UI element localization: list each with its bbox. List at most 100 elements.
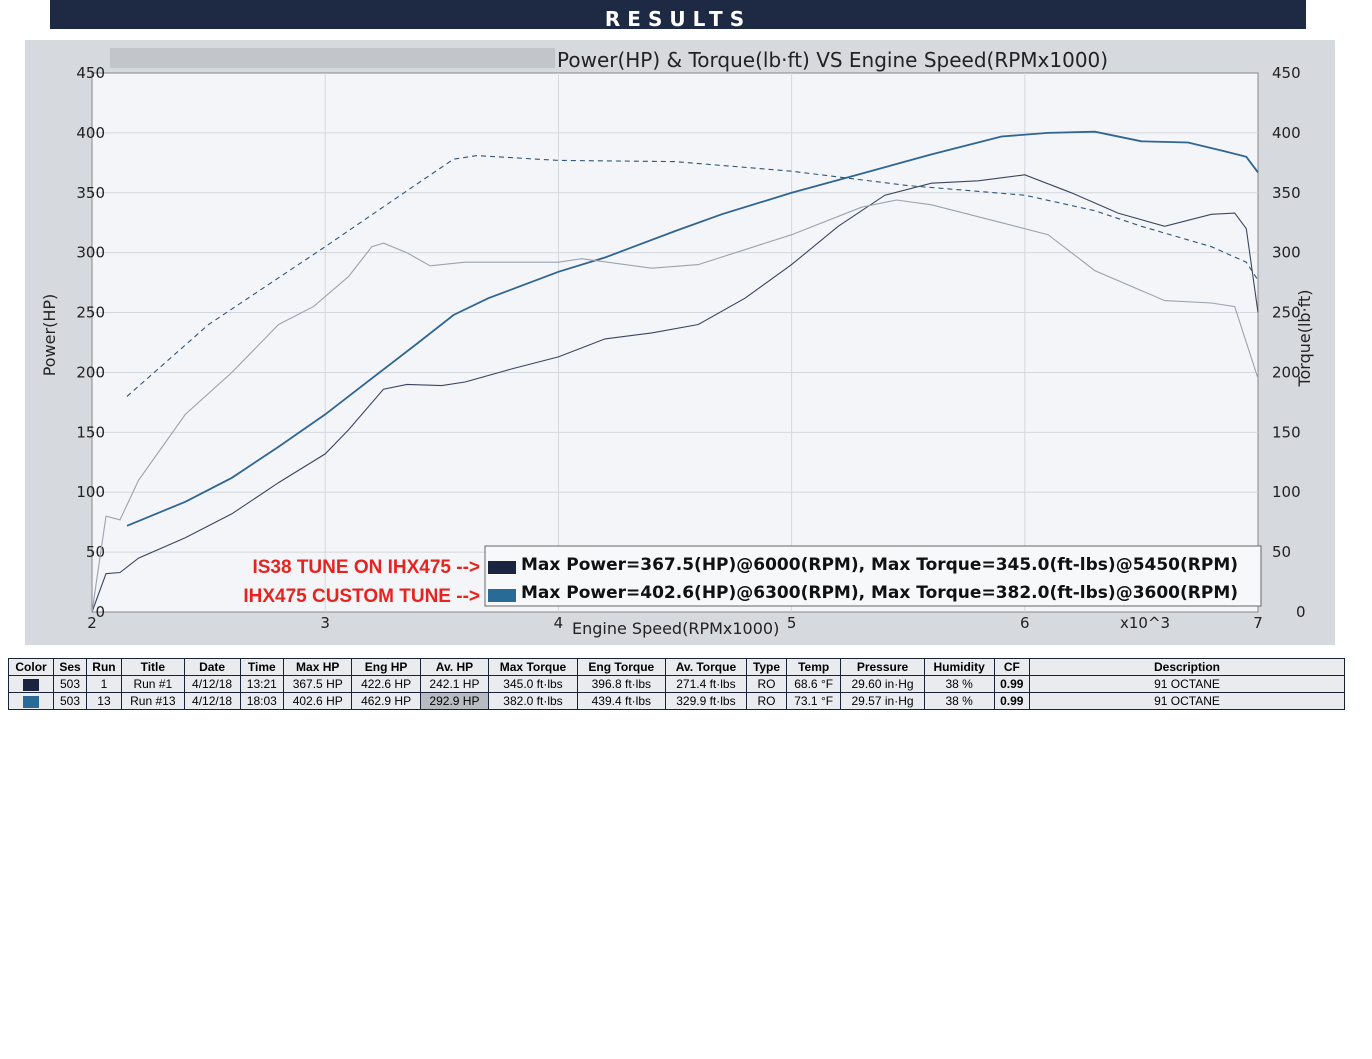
y-tick-label-right: 50	[1272, 543, 1291, 561]
color-cell	[7, 692, 55, 710]
table-cell: 38 %	[923, 692, 995, 710]
column-header: Run	[85, 658, 123, 676]
table-cell: Run #1	[121, 675, 185, 693]
y-axis-label-right: Torque(lb·ft)	[1295, 289, 1314, 387]
column-header: Humidity	[923, 658, 995, 676]
column-header: Pressure	[840, 658, 925, 676]
table-cell: 38 %	[923, 675, 995, 693]
column-header: Color	[7, 658, 55, 676]
table-row: 503 1 Run #1 4/12/18 13:21 367.5 HP 422.6 HP 24…	[7, 675, 1345, 693]
series-line-run1-power	[91, 174, 1259, 613]
series-line-run13-power	[126, 130, 1259, 527]
column-header: Type	[746, 658, 787, 676]
table-cell: 4/12/18	[183, 692, 241, 710]
color-cell	[7, 675, 55, 693]
table-cell: 396.8 ft·lbs	[576, 675, 666, 693]
table-cell: 422.6 HP	[351, 675, 421, 693]
x-tick-label: 7	[1253, 614, 1263, 632]
legend-swatch-run13	[488, 589, 516, 602]
table-cell: 0.99	[993, 675, 1031, 693]
y-tick-label-right: 300	[1272, 244, 1301, 262]
x-tick-label: 2	[87, 614, 97, 632]
table-row: 503 13 Run #13 4/12/18 18:03 402.6 HP 462.9 HP…	[7, 692, 1345, 710]
y-tick-label-right: 150	[1272, 423, 1301, 441]
x-tick-label: 3	[320, 614, 330, 632]
column-header: Ses	[53, 658, 87, 676]
column-header: Title	[121, 658, 185, 676]
results-table: Color Ses Run Title Date Time Max HP Eng HP Av. …	[7, 658, 1345, 710]
table-cell: 292.9 HP	[419, 692, 490, 710]
table-cell: 402.6 HP	[283, 692, 353, 710]
results-header: RESULTS	[50, 0, 1306, 31]
table-cell: 503	[53, 675, 87, 693]
y-tick-label-right: 250	[1272, 304, 1301, 322]
color-swatch	[23, 678, 40, 691]
column-header: Temp	[785, 658, 842, 676]
column-header: Time	[239, 658, 285, 676]
x-axis-label: Engine Speed(RPMx1000)	[572, 619, 779, 638]
table-cell: 13:21	[239, 675, 285, 693]
table-cell: 271.4 ft·lbs	[664, 675, 748, 693]
table-cell: 68.6 °F	[785, 675, 842, 693]
table-cell: 367.5 HP	[283, 675, 353, 693]
legend-text-run1: Max Power=367.5(HP)@6000(RPM), Max Torqu…	[521, 555, 1238, 575]
series-line-run13-torque	[126, 155, 1259, 397]
table-cell: 439.4 ft·lbs	[576, 692, 666, 710]
table-cell: 345.0 ft·lbs	[488, 675, 578, 693]
x-tick-label: 6	[1020, 614, 1030, 632]
y-tick-label-right: 100	[1272, 483, 1301, 501]
y-tick-label-right: 0	[1296, 603, 1306, 621]
legend-box	[484, 545, 1262, 607]
column-header: Max HP	[283, 658, 353, 676]
y-tick-label-left: 450	[76, 64, 105, 82]
y-tick-label-left: 100	[76, 483, 105, 501]
color-swatch	[23, 695, 40, 708]
y-tick-label-left: 350	[76, 184, 105, 202]
table-cell: 462.9 HP	[351, 692, 421, 710]
table-cell: 18:03	[239, 692, 285, 710]
y-axis-label-left: Power(HP)	[40, 294, 59, 377]
column-header: Av. Torque	[664, 658, 748, 676]
table-cell: 503	[53, 692, 87, 710]
table-cell: 91 OCTANE	[1029, 692, 1345, 710]
y-tick-label-right: 400	[1272, 124, 1301, 142]
y-tick-label-left: 150	[76, 423, 105, 441]
x-tick-label: 5	[787, 614, 797, 632]
dyno-chart: Power(HP) & Torque(lb·ft) VS Engine Spee…	[25, 40, 1335, 645]
y-tick-label-right: 350	[1272, 184, 1301, 202]
x-multiplier-label: x10^3	[1120, 614, 1170, 632]
table-cell: 1	[85, 675, 123, 693]
legend-text-run13: Max Power=402.6(HP)@6300(RPM), Max Torqu…	[521, 583, 1238, 603]
y-tick-label-right: 450	[1272, 64, 1301, 82]
annotation-custom: IHX475 CUSTOM TUNE -->	[243, 586, 480, 607]
column-header: Description	[1029, 658, 1345, 676]
table-cell: RO	[746, 675, 787, 693]
annotation-is38: IS38 TUNE ON IHX475 -->	[252, 557, 480, 578]
column-header: Eng Torque	[576, 658, 666, 676]
y-tick-label-left: 0	[95, 603, 105, 621]
column-header: Date	[183, 658, 241, 676]
y-tick-label-left: 200	[76, 363, 105, 381]
table-cell: 4/12/18	[183, 675, 241, 693]
x-tick-label: 4	[554, 614, 564, 632]
column-header: Eng HP	[351, 658, 421, 676]
table-cell: 29.60 in·Hg	[840, 675, 925, 693]
table-cell: 329.9 ft·lbs	[664, 692, 748, 710]
chart-title: Power(HP) & Torque(lb·ft) VS Engine Spee…	[557, 48, 1108, 72]
redacted-title-area	[110, 48, 555, 68]
table-cell: RO	[746, 692, 787, 710]
y-tick-label-left: 250	[76, 304, 105, 322]
table-cell: Run #13	[121, 692, 185, 710]
y-tick-label-right: 200	[1272, 363, 1301, 381]
series-line-run1-torque	[91, 199, 1259, 613]
plot-area	[91, 72, 1259, 613]
column-header: Av. HP	[419, 658, 490, 676]
y-tick-label-left: 300	[76, 244, 105, 262]
table-cell: 382.0 ft·lbs	[488, 692, 578, 710]
table-cell: 73.1 °F	[785, 692, 842, 710]
table-cell: 29.57 in·Hg	[840, 692, 925, 710]
table-cell: 91 OCTANE	[1029, 675, 1345, 693]
table-cell: 0.99	[993, 692, 1031, 710]
column-header: Max Torque	[488, 658, 578, 676]
table-header-row: Color Ses Run Title Date Time Max HP Eng HP Av. …	[7, 658, 1345, 676]
